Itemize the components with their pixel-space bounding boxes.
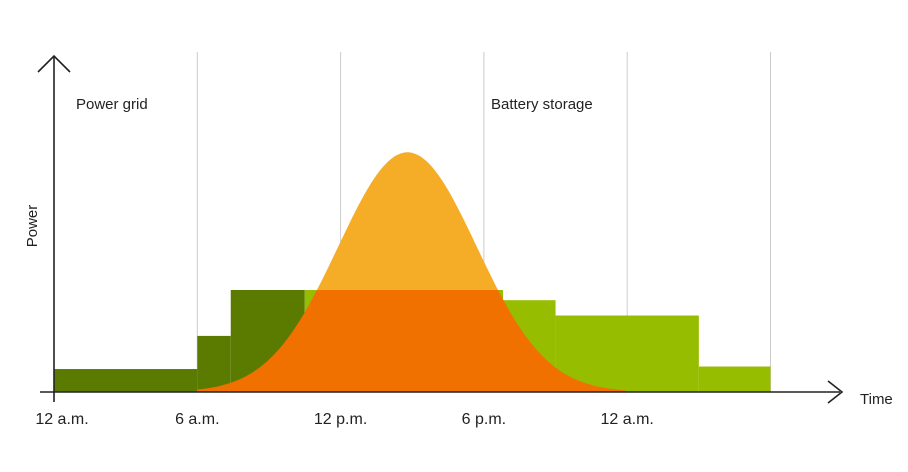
annotation-battery-storage: Battery storage xyxy=(491,96,593,113)
y-axis xyxy=(37,54,71,402)
x-tick-label: 6 a.m. xyxy=(175,411,219,428)
x-tick-label: 6 p.m. xyxy=(462,411,506,428)
annotation-power-grid: Power grid xyxy=(76,96,148,113)
grid-step-bar xyxy=(54,369,198,392)
battery-step-bar xyxy=(698,366,771,392)
battery-step-bar xyxy=(555,315,699,392)
x-axis-title: Time xyxy=(860,391,893,408)
x-tick-label: 12 a.m. xyxy=(601,411,654,428)
solar-curve-upper xyxy=(316,152,498,290)
power-areas xyxy=(54,152,771,392)
x-axis xyxy=(40,380,844,404)
grid-step-bar xyxy=(197,335,231,392)
x-tick-labels: 12 a.m. 6 a.m. 12 p.m. 6 p.m. 12 a.m. xyxy=(35,411,654,428)
x-tick-label: 12 p.m. xyxy=(314,411,367,428)
x-tick-label: 12 a.m. xyxy=(35,411,88,428)
y-axis-title: Power xyxy=(24,205,41,248)
solar-curve-lower xyxy=(197,290,628,392)
